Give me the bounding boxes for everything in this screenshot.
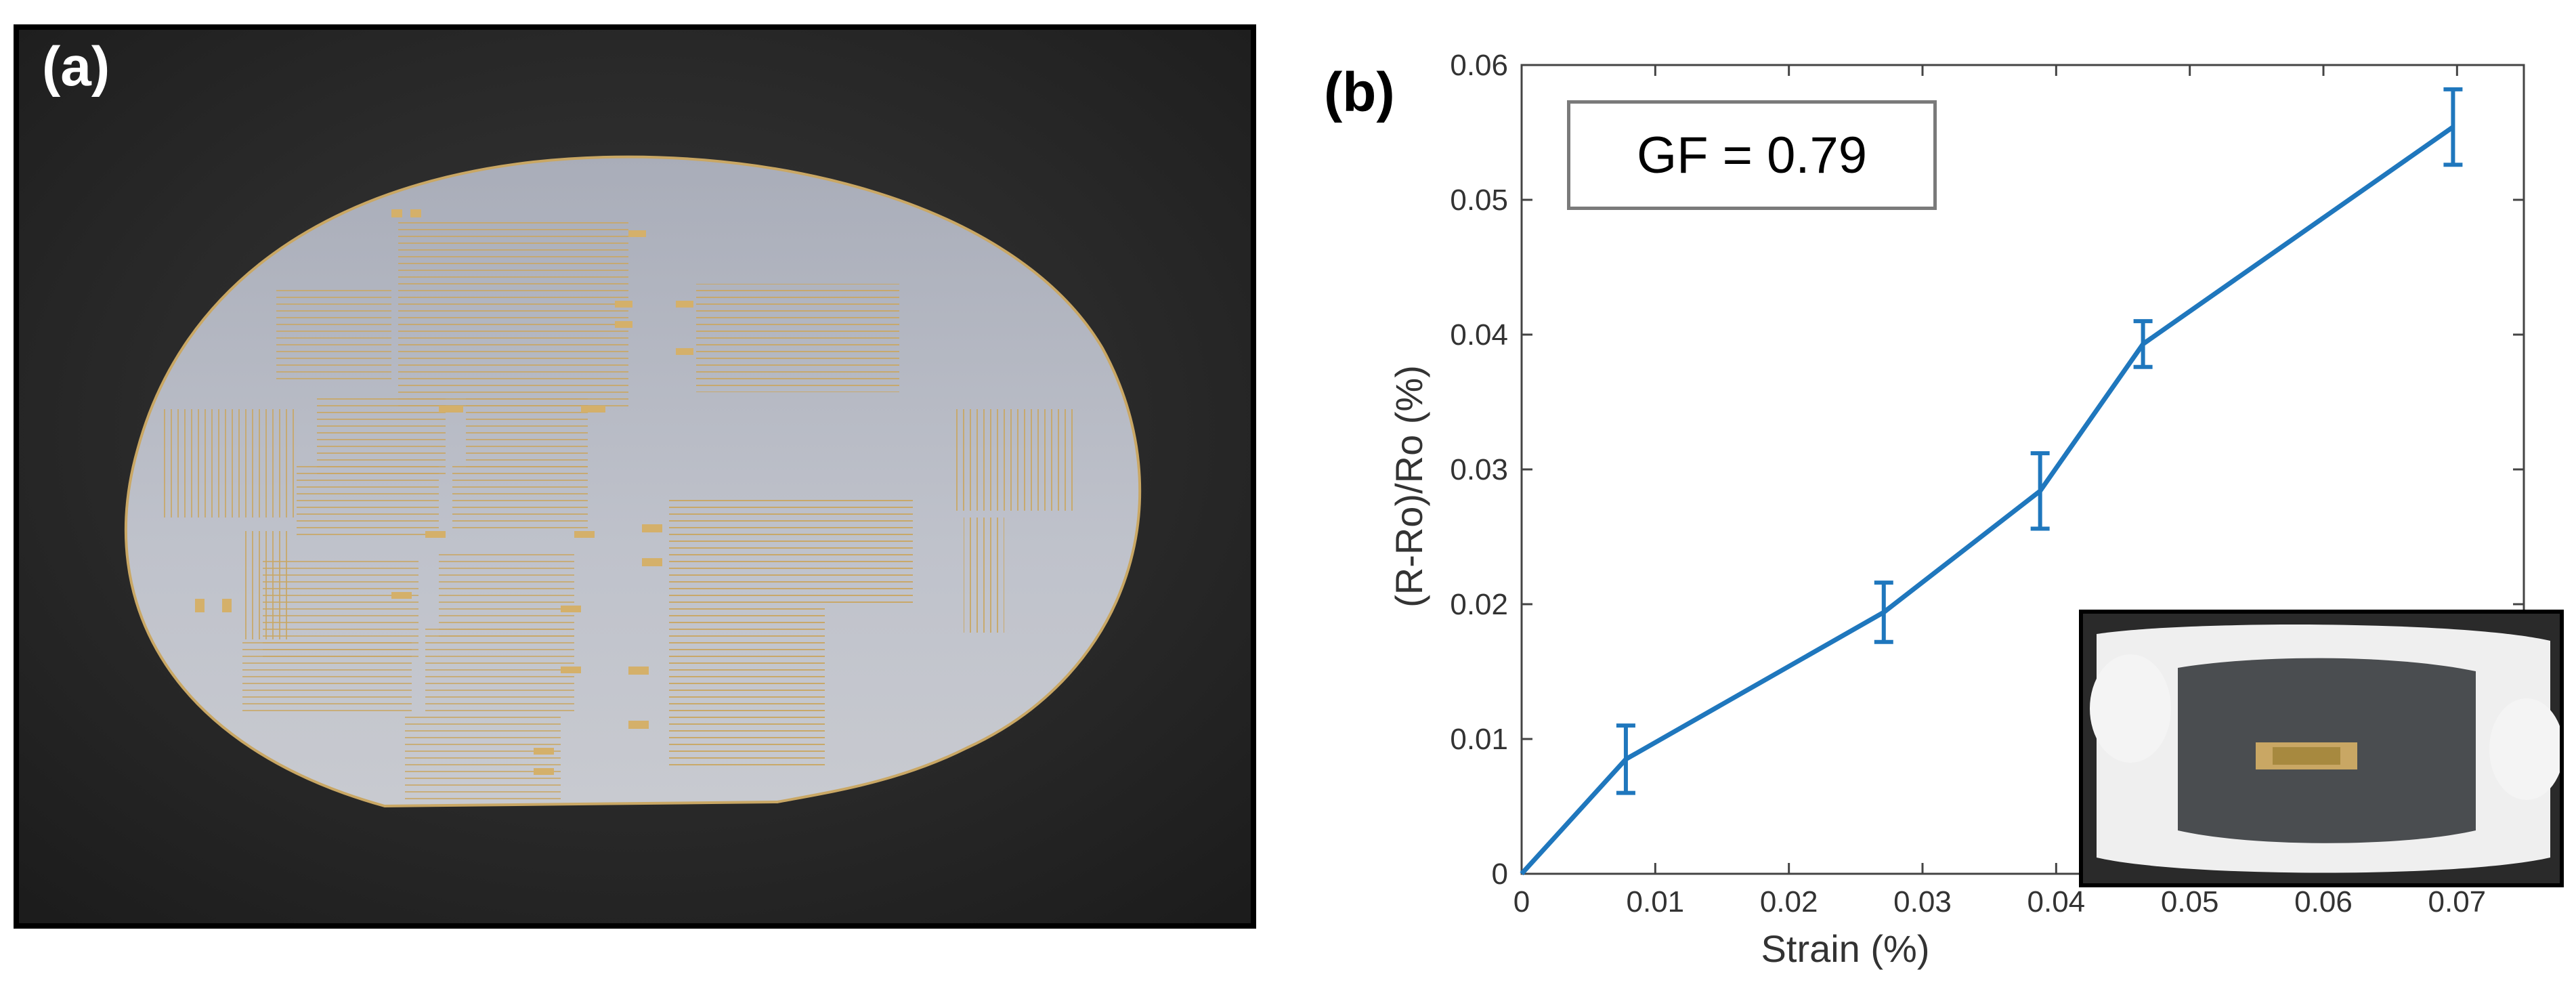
panel-b-label: (b) [1324,62,1395,123]
series-line [1520,125,2455,876]
wafer-photo [19,30,1251,923]
gauge-array [161,219,1075,802]
x-tick-label: 0.03 [1893,885,1952,918]
x-tick-label: 0.05 [2161,885,2219,918]
ticks: 0 0.01 0.02 0.03 0.04 0.05 0.06 0.07 0 0.01 0.02 0.… [1450,49,2524,918]
sensor-inset-image [2083,614,2560,883]
y-tick-label: 0.01 [1450,723,1508,756]
y-axis-label: (R-Ro)/Ro (%) [1388,365,1430,608]
y-tick-label: 0.03 [1450,453,1508,486]
x-tick-label: 0.06 [2294,885,2353,918]
x-tick-label: 0.07 [2428,885,2487,918]
y-tick-label: 0.04 [1450,318,1508,352]
x-tick-label: 0 [1514,885,1530,918]
y-tick-label: 0.02 [1450,588,1508,621]
wafer-photo-panel [14,24,1256,929]
y-tick-label: 0.06 [1450,49,1508,82]
contact-pads [195,209,693,775]
x-tick-label: 0.02 [1760,885,1818,918]
panel-a-label: (a) [42,36,110,98]
y-tick-label: 0.05 [1450,184,1508,217]
gauge-factor-text: GF = 0.79 [1636,126,1868,184]
gauge-factor-annotation: GF = 0.79 [1567,100,1937,210]
data-series [1520,87,2463,876]
sensor-inset-photo [2079,610,2564,887]
x-tick-label: 0.01 [1627,885,1685,918]
x-tick-label: 0.04 [2027,885,2086,918]
y-tick-label: 0 [1492,858,1508,891]
x-axis-label: Strain (%) [1761,927,1930,970]
